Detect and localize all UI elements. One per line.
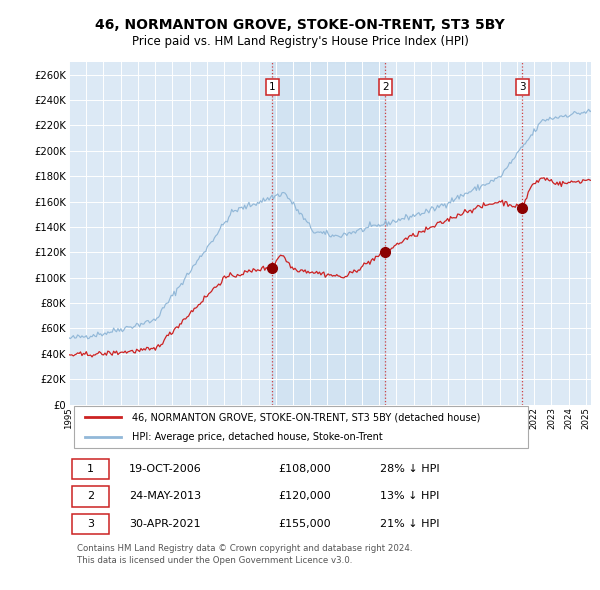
- FancyBboxPatch shape: [71, 486, 109, 507]
- Text: £108,000: £108,000: [278, 464, 331, 474]
- Text: 2: 2: [87, 491, 94, 502]
- Text: £120,000: £120,000: [278, 491, 331, 502]
- Text: 46, NORMANTON GROVE, STOKE-ON-TRENT, ST3 5BY: 46, NORMANTON GROVE, STOKE-ON-TRENT, ST3…: [95, 18, 505, 32]
- Text: 46, NORMANTON GROVE, STOKE-ON-TRENT, ST3 5BY (detached house): 46, NORMANTON GROVE, STOKE-ON-TRENT, ST3…: [131, 412, 480, 422]
- Text: £155,000: £155,000: [278, 519, 331, 529]
- Text: HPI: Average price, detached house, Stoke-on-Trent: HPI: Average price, detached house, Stok…: [131, 432, 382, 442]
- FancyBboxPatch shape: [71, 458, 109, 479]
- Text: 21% ↓ HPI: 21% ↓ HPI: [380, 519, 439, 529]
- Text: 24-MAY-2013: 24-MAY-2013: [129, 491, 201, 502]
- FancyBboxPatch shape: [74, 407, 529, 448]
- Text: 19-OCT-2006: 19-OCT-2006: [129, 464, 202, 474]
- Text: 13% ↓ HPI: 13% ↓ HPI: [380, 491, 439, 502]
- Text: 3: 3: [87, 519, 94, 529]
- Text: 3: 3: [519, 81, 526, 91]
- Text: 30-APR-2021: 30-APR-2021: [129, 519, 200, 529]
- Text: 1: 1: [87, 464, 94, 474]
- Text: Contains HM Land Registry data © Crown copyright and database right 2024.
This d: Contains HM Land Registry data © Crown c…: [77, 545, 412, 565]
- Text: 2: 2: [382, 81, 389, 91]
- Bar: [272, 62, 385, 405]
- Text: 28% ↓ HPI: 28% ↓ HPI: [380, 464, 439, 474]
- FancyBboxPatch shape: [71, 514, 109, 534]
- Text: 1: 1: [269, 81, 275, 91]
- Text: Price paid vs. HM Land Registry's House Price Index (HPI): Price paid vs. HM Land Registry's House …: [131, 35, 469, 48]
